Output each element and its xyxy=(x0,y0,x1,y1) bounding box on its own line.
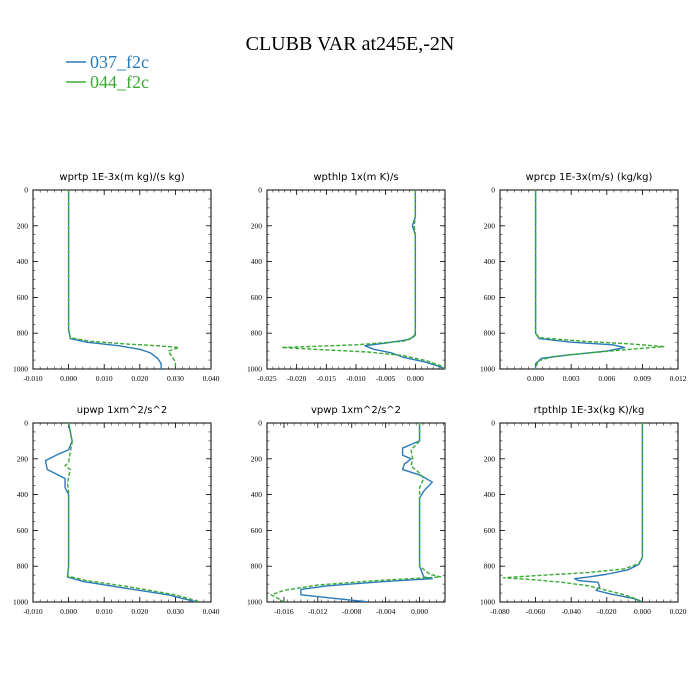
x-tick-label: -0.010 xyxy=(23,607,43,616)
x-tick-label: -0.020 xyxy=(287,374,307,383)
x-tick-label: -0.060 xyxy=(526,607,546,616)
y-tick-label: 1000 xyxy=(13,365,28,374)
legend-label-037: 037_f2c xyxy=(90,52,149,72)
x-tick-label: 0.030 xyxy=(167,374,184,383)
y-tick-label: 800 xyxy=(251,562,263,571)
x-tick-label: -0.004 xyxy=(376,607,396,616)
series-line-037_f2c xyxy=(534,190,626,369)
panels-group: wprtp 1E-3x(m kg)/(s kg) -0.010 0.000 0.010… xyxy=(13,172,687,616)
panel-title: vpwp 1xm^2/s^2 xyxy=(311,405,401,416)
y-tick-label: 200 xyxy=(17,454,29,463)
y-tick-label: 200 xyxy=(251,454,263,463)
y-tick-label: 600 xyxy=(484,526,496,535)
y-tick-label: 400 xyxy=(251,257,263,266)
y-tick-label: 0 xyxy=(24,419,28,428)
panel-title: rtpthlp 1E-3x(kg K)/kg xyxy=(534,405,645,416)
y-tick-label: 600 xyxy=(17,526,29,535)
x-tick-label: -0.008 xyxy=(342,607,362,616)
y-tick-label: 200 xyxy=(484,454,496,463)
legend-label-044: 044_f2c xyxy=(90,72,149,92)
x-tick-label: -0.016 xyxy=(274,607,294,616)
panel-title: wprcp 1E-3x(m/s) (kg/kg) xyxy=(526,172,653,183)
x-tick-label: 0.040 xyxy=(203,607,220,616)
x-tick-label: -0.020 xyxy=(597,607,617,616)
x-tick-label: 0.020 xyxy=(670,607,687,616)
y-tick-label: 0 xyxy=(24,186,28,195)
panel-title: upwp 1xm^2/s^2 xyxy=(77,405,167,416)
chart-panel-6: rtpthlp 1E-3x(kg K)/kg -0.080 -0.060 -0.040… xyxy=(480,405,687,616)
y-tick-label: 1000 xyxy=(13,598,28,607)
y-tick-label: 200 xyxy=(484,221,496,230)
figure-title: CLUBB VAR at245E,-2N xyxy=(246,33,455,55)
y-tick-label: 800 xyxy=(17,329,29,338)
x-tick-label: 0.000 xyxy=(527,374,544,383)
x-tick-label: 0.000 xyxy=(411,607,428,616)
x-tick-label: 0.012 xyxy=(670,374,687,383)
series-line-037_f2c xyxy=(574,423,644,602)
x-tick-label: -0.010 xyxy=(346,374,366,383)
y-tick-label: 200 xyxy=(17,221,29,230)
y-tick-label: 0 xyxy=(491,419,495,428)
y-tick-label: 200 xyxy=(251,221,263,230)
series-line-044_f2c xyxy=(502,423,644,602)
x-tick-label: 0.040 xyxy=(203,374,220,383)
y-tick-label: 600 xyxy=(251,293,263,302)
x-tick-label: 0.009 xyxy=(634,374,651,383)
x-tick-label: -0.005 xyxy=(376,374,396,383)
chart-panel-4: upwp 1xm^2/s^2 -0.010 0.000 0.010 0.020 0.030… xyxy=(13,405,220,616)
y-tick-label: 1000 xyxy=(480,598,495,607)
y-tick-label: 0 xyxy=(258,419,262,428)
series-line-037_f2c xyxy=(44,423,197,602)
y-tick-label: 0 xyxy=(258,186,262,195)
y-tick-label: 400 xyxy=(484,490,496,499)
y-tick-label: 600 xyxy=(251,526,263,535)
chart-panel-5: vpwp 1xm^2/s^2 -0.016 -0.012 -0.008 -0.004 0.… xyxy=(247,405,446,616)
y-tick-label: 600 xyxy=(17,293,29,302)
y-tick-label: 800 xyxy=(251,329,263,338)
panel-title: wprtp 1E-3x(m kg)/(s kg) xyxy=(59,172,184,183)
legend: 037_f2c 044_f2c xyxy=(66,52,149,92)
x-tick-label: 0.000 xyxy=(407,374,424,383)
y-tick-label: 400 xyxy=(484,257,496,266)
y-tick-label: 0 xyxy=(491,186,495,195)
y-tick-label: 600 xyxy=(484,293,496,302)
x-tick-label: 0.010 xyxy=(96,607,113,616)
chart-panel-3: wprcp 1E-3x(m/s) (kg/kg) 0.000 0.003 0.006 0… xyxy=(480,172,687,383)
x-tick-label: 0.030 xyxy=(167,607,184,616)
y-tick-label: 400 xyxy=(17,257,29,266)
y-tick-label: 1000 xyxy=(480,365,495,374)
panel-title: wpthlp 1x(m K)/s xyxy=(313,172,398,183)
x-tick-label: -0.012 xyxy=(308,607,328,616)
series-line-044_f2c xyxy=(534,190,665,369)
series-line-044_f2c xyxy=(67,190,180,369)
x-tick-label: -0.015 xyxy=(317,374,337,383)
series-line-037_f2c xyxy=(67,190,162,369)
y-tick-label: 1000 xyxy=(247,598,262,607)
x-tick-label: 0.003 xyxy=(563,374,580,383)
chart-panel-1: wprtp 1E-3x(m kg)/(s kg) -0.010 0.000 0.010… xyxy=(13,172,220,383)
y-tick-label: 800 xyxy=(484,562,496,571)
x-tick-label: -0.080 xyxy=(490,607,510,616)
x-tick-label: 0.020 xyxy=(131,374,148,383)
x-tick-label: 0.020 xyxy=(131,607,148,616)
x-tick-label: 0.000 xyxy=(60,607,77,616)
series-line-044_f2c xyxy=(64,423,201,602)
series-line-044_f2c xyxy=(281,190,445,369)
y-tick-label: 400 xyxy=(17,490,29,499)
y-tick-label: 1000 xyxy=(247,365,262,374)
series-line-044_f2c xyxy=(270,423,442,602)
x-tick-label: -0.010 xyxy=(23,374,43,383)
x-tick-label: -0.025 xyxy=(257,374,277,383)
x-tick-label: 0.000 xyxy=(60,374,77,383)
y-tick-label: 800 xyxy=(17,562,29,571)
x-tick-label: -0.040 xyxy=(562,607,582,616)
y-tick-label: 800 xyxy=(484,329,496,338)
y-tick-label: 400 xyxy=(251,490,263,499)
x-tick-label: 0.000 xyxy=(634,607,651,616)
x-tick-label: 0.006 xyxy=(598,374,615,383)
chart-panel-2: wpthlp 1x(m K)/s -0.025 -0.020 -0.015 -0.010… xyxy=(247,172,446,383)
x-tick-label: 0.010 xyxy=(96,374,113,383)
